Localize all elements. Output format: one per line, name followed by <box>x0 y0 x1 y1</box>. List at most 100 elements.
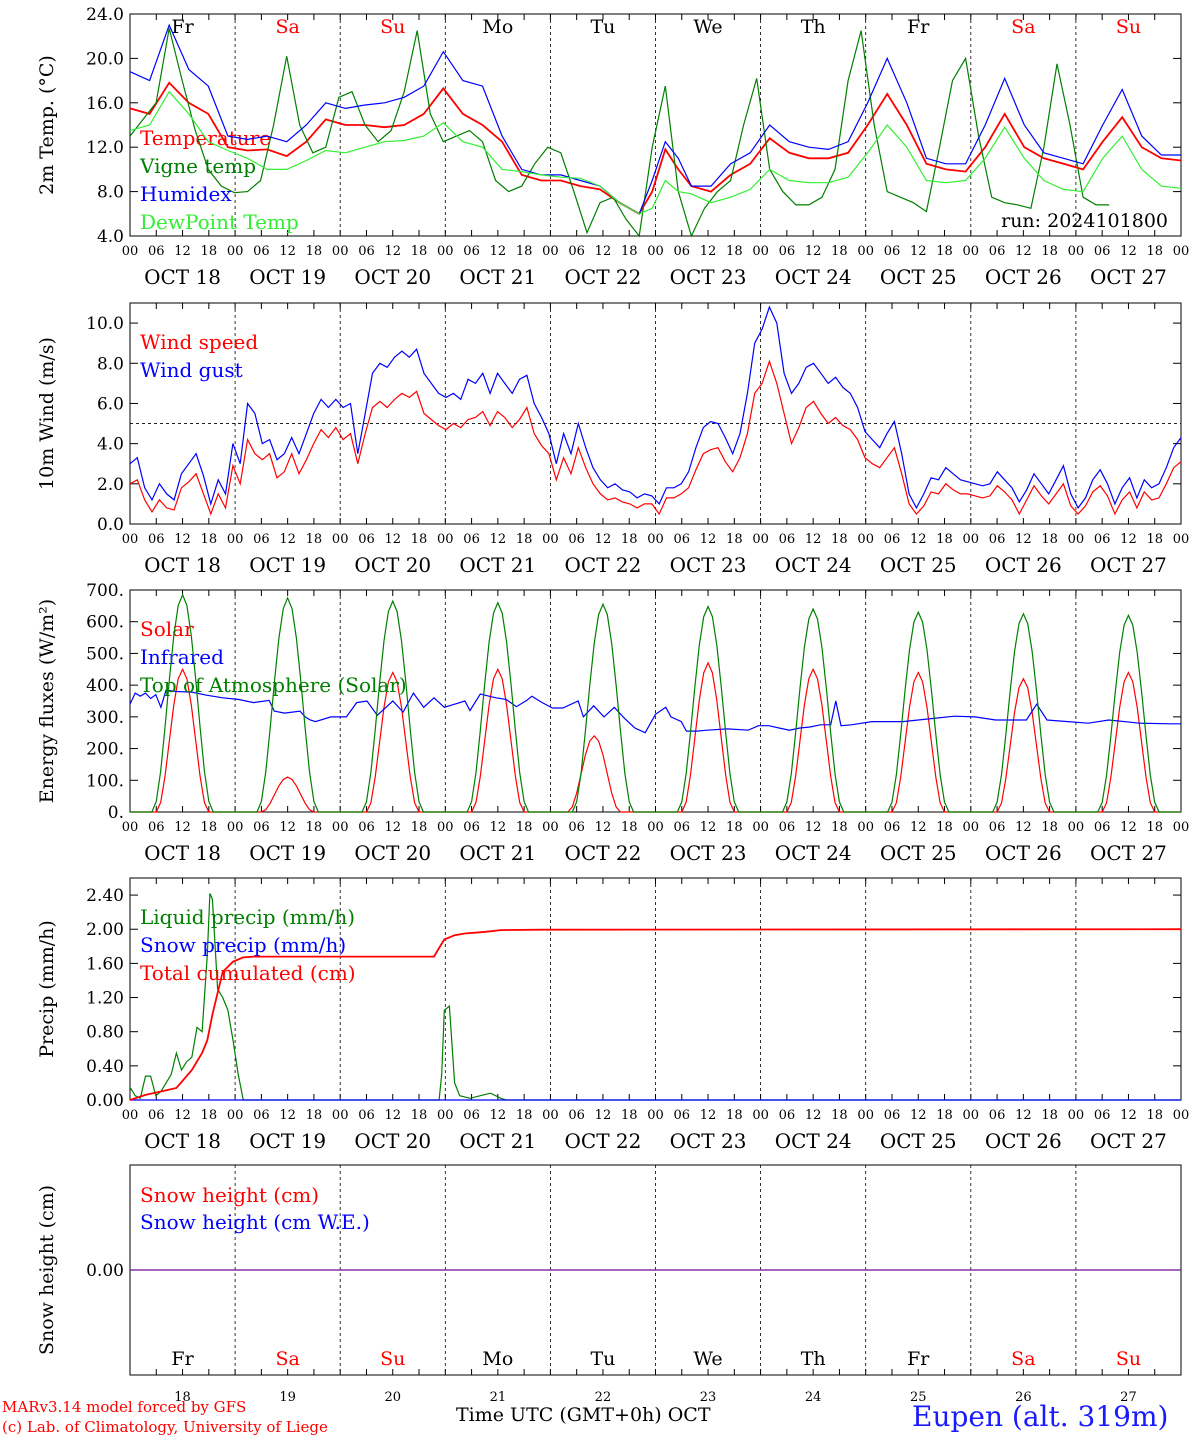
hour-label: 06 <box>253 532 270 547</box>
y-axis-label: 2m Temp. (°C) <box>36 55 58 195</box>
legend-entry: Infrared <box>140 645 224 669</box>
hour-label: 06 <box>1094 1108 1111 1123</box>
date-label: OCT 23 <box>670 1129 747 1153</box>
hour-label: 00 <box>437 1108 454 1123</box>
hour-label: 18 <box>621 1108 638 1123</box>
y-tick-label: 16.0 <box>86 94 124 114</box>
y-tick-label: 8.0 <box>97 354 124 374</box>
hour-label: 00 <box>437 820 454 835</box>
hour-label: 00 <box>542 820 559 835</box>
y-tick-label: 700. <box>86 581 124 601</box>
hour-label: 18 <box>1041 244 1058 259</box>
hour-label: 00 <box>963 244 980 259</box>
series-line-top-of-atmosphere-solar- <box>130 593 1181 813</box>
hour-label: 12 <box>805 532 822 547</box>
y-axis-label: Precip (mm/h) <box>36 920 58 1058</box>
hour-label: 06 <box>358 1108 375 1123</box>
hour-label: 06 <box>989 1108 1006 1123</box>
hour-label: 00 <box>1068 244 1085 259</box>
date-label: OCT 21 <box>459 265 536 289</box>
hour-label: 18 <box>201 1108 218 1123</box>
hour-label: 00 <box>647 532 664 547</box>
y-tick-label: 200. <box>86 740 124 760</box>
date-label: OCT 20 <box>354 841 431 865</box>
hour-label: 06 <box>463 1108 480 1123</box>
hour-label: 18 <box>201 244 218 259</box>
date-label: OCT 23 <box>670 553 747 577</box>
hour-label: 06 <box>1094 820 1111 835</box>
date-label: OCT 19 <box>249 1129 326 1153</box>
weekday-label: Sa <box>275 16 299 38</box>
y-tick-label: 100. <box>86 771 124 791</box>
weekday-label: Tu <box>590 1348 615 1370</box>
hour-label: 00 <box>1173 1108 1190 1123</box>
hour-label: 18 <box>306 532 323 547</box>
hour-label: 12 <box>910 1108 927 1123</box>
hour-label: 06 <box>253 244 270 259</box>
hour-label: 06 <box>779 244 796 259</box>
hour-label: 12 <box>174 820 191 835</box>
y-tick-label: 300. <box>86 708 124 728</box>
series-line-total-cumulated-cm- <box>129 928 1182 1101</box>
hour-label: 06 <box>358 532 375 547</box>
hour-label: 18 <box>726 244 743 259</box>
series-line-temperature <box>129 81 1182 216</box>
hour-label: 00 <box>122 1108 139 1123</box>
hour-label: 18 <box>516 244 533 259</box>
hour-label: 00 <box>857 244 874 259</box>
date-label: OCT 26 <box>985 1129 1062 1153</box>
date-label: OCT 20 <box>354 553 431 577</box>
series-line-wind-speed <box>129 359 1182 516</box>
hour-label: 00 <box>227 244 244 259</box>
hour-label: 12 <box>279 244 296 259</box>
hour-label: 18 <box>411 244 428 259</box>
legend-entry: Top of Atmosphere (Solar) <box>140 673 407 697</box>
hour-label: 06 <box>568 532 585 547</box>
date-label: OCT 24 <box>775 841 852 865</box>
hour-label: 00 <box>542 1108 559 1123</box>
hour-label: 00 <box>963 1108 980 1123</box>
hour-label: 12 <box>595 244 612 259</box>
date-label: OCT 19 <box>249 553 326 577</box>
hour-label: 12 <box>1120 820 1137 835</box>
date-label: OCT 25 <box>880 265 957 289</box>
series-line-vigne-temp <box>129 28 1110 238</box>
hour-label: 18 <box>621 820 638 835</box>
hour-label: 12 <box>805 244 822 259</box>
y-tick-label: 0.00 <box>86 1091 124 1111</box>
hour-label: 06 <box>989 820 1006 835</box>
date-label: OCT 24 <box>775 1129 852 1153</box>
date-label: OCT 22 <box>565 841 642 865</box>
hour-label: 12 <box>700 532 717 547</box>
legend-entry: DewPoint Temp <box>140 210 299 234</box>
date-label: OCT 20 <box>354 1129 431 1153</box>
hour-label: 12 <box>700 820 717 835</box>
hour-label: 00 <box>332 1108 349 1123</box>
weekday-label: We <box>693 1348 722 1370</box>
day-number-label: 25 <box>910 1390 927 1405</box>
date-label: OCT 24 <box>775 553 852 577</box>
day-number-label: 27 <box>1120 1390 1137 1405</box>
date-label: OCT 27 <box>1090 1129 1167 1153</box>
hour-label: 18 <box>936 244 953 259</box>
hour-label: 00 <box>963 532 980 547</box>
y-tick-label: 1.20 <box>86 989 124 1009</box>
hour-label: 06 <box>674 244 691 259</box>
hour-label: 00 <box>857 820 874 835</box>
hour-label: 18 <box>1146 532 1163 547</box>
date-label: OCT 21 <box>459 553 536 577</box>
y-axis-label: Energy fluxes (W/m²) <box>36 599 58 803</box>
hour-label: 18 <box>726 532 743 547</box>
hour-label: 12 <box>279 1108 296 1123</box>
hour-label: 00 <box>752 820 769 835</box>
date-label: OCT 19 <box>249 841 326 865</box>
hour-label: 12 <box>174 1108 191 1123</box>
hour-label: 12 <box>1015 244 1032 259</box>
y-tick-label: 8.0 <box>97 183 124 203</box>
hour-label: 06 <box>779 1108 796 1123</box>
y-axis-label: Snow height (cm) <box>36 1185 58 1355</box>
date-label: OCT 25 <box>880 1129 957 1153</box>
date-label: OCT 24 <box>775 265 852 289</box>
hour-label: 00 <box>1173 820 1190 835</box>
hour-label: 00 <box>857 1108 874 1123</box>
